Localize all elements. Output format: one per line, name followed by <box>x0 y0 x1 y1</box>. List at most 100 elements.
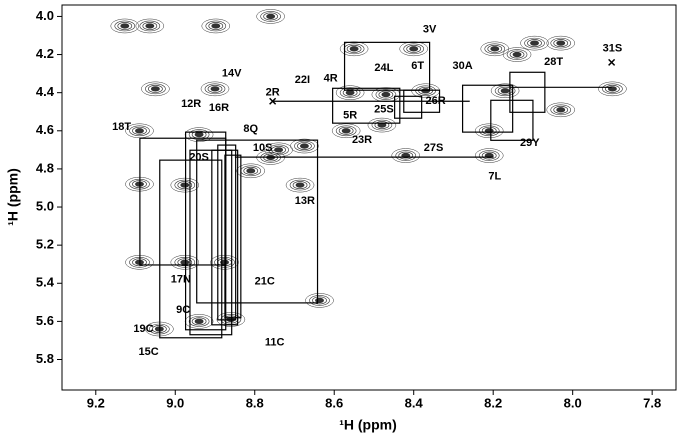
contour <box>268 144 289 156</box>
contour <box>375 89 397 100</box>
residue-label: 21C <box>255 275 275 287</box>
contour <box>177 258 193 267</box>
contour <box>174 179 196 191</box>
contour <box>502 47 532 62</box>
peak <box>474 123 504 139</box>
contour <box>398 151 414 160</box>
contour <box>481 151 497 160</box>
contour <box>546 102 576 118</box>
y-tick-label: 4.2 <box>36 46 54 61</box>
contour <box>371 119 393 131</box>
peak <box>201 18 231 34</box>
contour <box>305 293 334 308</box>
contour <box>474 123 504 139</box>
residue-label: 15C <box>139 346 159 358</box>
peak <box>546 35 576 51</box>
contour <box>349 46 359 52</box>
spin-system-box <box>490 99 534 141</box>
spin-system-box <box>332 87 401 124</box>
peak <box>285 177 315 193</box>
y-tick-label: 4.6 <box>36 122 54 137</box>
contour <box>481 126 497 135</box>
cross-marker <box>608 58 616 66</box>
residue-label: 27S <box>424 142 444 154</box>
x-axis-label: ¹H (ppm) <box>339 417 397 433</box>
y-tick-label: 5.4 <box>36 275 55 290</box>
spin-system-box <box>509 71 546 113</box>
residue-label: 10S <box>253 142 273 154</box>
contour <box>391 148 421 163</box>
peak <box>502 47 532 62</box>
contour <box>478 125 500 137</box>
residue-label: 26R <box>425 95 445 107</box>
contour <box>339 87 361 98</box>
contour <box>335 125 357 137</box>
contour <box>204 83 226 95</box>
peak <box>546 102 576 118</box>
contour <box>200 81 230 97</box>
contour <box>299 143 309 149</box>
spin-system-box <box>211 149 239 326</box>
x-tick-label: 9.0 <box>166 395 184 410</box>
contour <box>312 296 327 305</box>
residue-label: 5R <box>343 109 357 121</box>
contour <box>530 40 539 46</box>
contour <box>141 81 170 97</box>
contour <box>345 90 355 96</box>
contour <box>335 85 365 100</box>
peak <box>520 35 549 51</box>
peak <box>305 293 334 308</box>
contour <box>263 12 278 21</box>
peak <box>200 81 230 97</box>
residue-label: 25S <box>374 104 394 116</box>
contour <box>236 163 266 179</box>
peak <box>256 9 285 24</box>
contour <box>484 43 506 55</box>
spin-system-box <box>196 139 319 304</box>
peak <box>367 117 397 133</box>
contour <box>520 35 549 51</box>
residue-label: 2R <box>266 87 280 99</box>
contour <box>194 318 204 325</box>
residue-label: 8Q <box>243 123 258 135</box>
x-tick-label: 8.6 <box>325 395 343 410</box>
residue-label: 17N <box>171 273 191 285</box>
contour <box>139 20 161 32</box>
contour <box>546 35 576 51</box>
residue-label: 28T <box>544 56 563 68</box>
y-tick-label: 5.6 <box>36 313 54 328</box>
contour <box>512 51 522 58</box>
contour <box>341 128 351 134</box>
peak <box>399 41 428 57</box>
contour <box>478 150 500 161</box>
spin-system-box <box>461 84 514 133</box>
residue-label: 9C <box>176 304 190 316</box>
contour <box>292 181 308 190</box>
contour <box>180 182 190 188</box>
residue-label: 31S <box>603 43 623 55</box>
contour <box>315 297 324 304</box>
contour <box>381 91 391 98</box>
x-tick-label: 7.8 <box>643 395 661 410</box>
contour <box>297 142 312 150</box>
spin-system-box <box>224 154 242 319</box>
contour <box>145 83 166 95</box>
contour <box>177 181 193 190</box>
contour <box>506 49 528 60</box>
peak <box>170 177 200 193</box>
contour <box>201 18 231 34</box>
contour <box>208 22 224 30</box>
contour <box>180 259 190 265</box>
contour <box>170 177 200 193</box>
contour <box>256 9 285 24</box>
contour <box>271 145 286 154</box>
contour <box>135 128 144 134</box>
contour <box>266 13 276 20</box>
y-axis-label: ¹H (ppm) <box>5 168 21 226</box>
residue-label: 24L <box>374 62 393 74</box>
contour <box>294 140 315 152</box>
contour <box>205 20 227 32</box>
spin-system-box <box>343 41 431 91</box>
